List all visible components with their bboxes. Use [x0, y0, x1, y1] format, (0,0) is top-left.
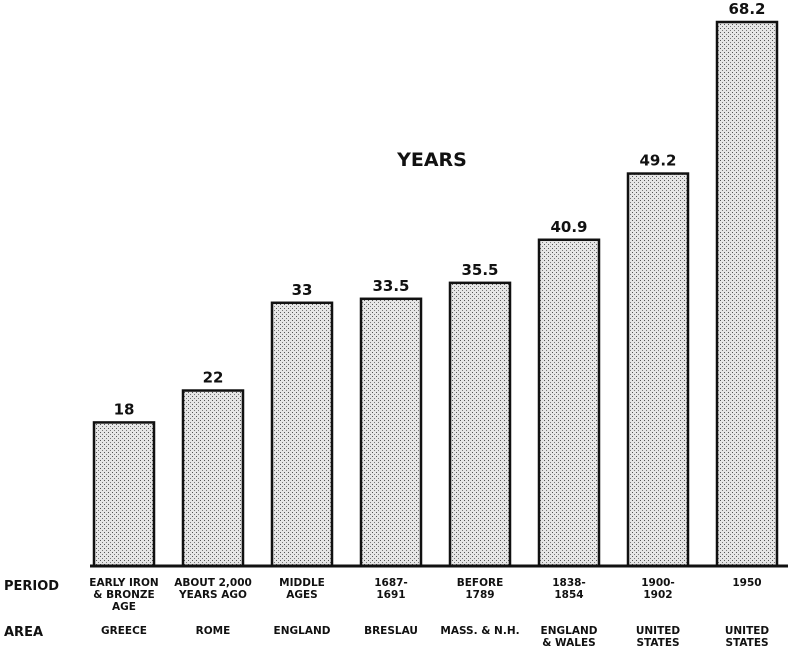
period-tick-label: ABOUT 2,000: [174, 577, 252, 589]
period-tick-label: YEARS AGO: [178, 589, 247, 601]
area-tick-label: ENGLAND: [274, 625, 331, 637]
area-tick-label: GREECE: [101, 625, 147, 637]
period-row-label: PERIOD: [4, 579, 59, 594]
bar: [626, 172, 690, 568]
bar-value-label: 33.5: [372, 277, 409, 295]
bar: [359, 297, 423, 568]
area-row-label: AREA: [4, 625, 43, 640]
bar: [181, 389, 245, 568]
period-tick-label: & BRONZE: [93, 589, 154, 601]
bar: [715, 20, 779, 568]
period-tick-label: 1691: [376, 589, 405, 601]
bar-value-label: 49.2: [639, 152, 676, 170]
bar-value-label: 18: [114, 400, 135, 418]
period-tick-label: 1902: [643, 589, 672, 601]
area-tick-label: UNITED: [725, 625, 770, 637]
bar-value-label: 40.9: [550, 218, 587, 236]
period-tick-label: MIDDLE: [279, 577, 325, 589]
bar-value-label: 22: [203, 369, 224, 387]
bar-value-label: 33: [292, 281, 313, 299]
area-tick-label: STATES: [725, 637, 768, 649]
area-tick-label: & WALES: [542, 637, 595, 649]
area-tick-label: MASS. & N.H.: [440, 625, 519, 637]
period-tick-label: 1838-: [552, 577, 586, 589]
period-tick-label: AGES: [286, 589, 317, 601]
period-tick-label: EARLY IRON: [89, 577, 158, 589]
area-tick-label: BRESLAU: [364, 625, 418, 637]
bar: [448, 281, 512, 568]
period-tick-label: 1789: [465, 589, 494, 601]
area-tick-label: STATES: [636, 637, 679, 649]
chart-title: YEARS: [396, 149, 467, 171]
area-tick-label: UNITED: [636, 625, 681, 637]
period-tick-label: BEFORE: [457, 577, 504, 589]
period-tick-label: 1687-: [374, 577, 408, 589]
period-tick-label: AGE: [112, 601, 136, 613]
area-tick-label: ENGLAND: [541, 625, 598, 637]
bar: [270, 301, 334, 568]
period-tick-label: 1950: [732, 577, 761, 589]
period-tick-label: 1854: [554, 589, 583, 601]
period-tick-label: 1900-: [641, 577, 675, 589]
bar: [537, 238, 601, 568]
bar-value-label: 68.2: [728, 0, 765, 18]
bar: [92, 421, 156, 568]
area-tick-label: ROME: [196, 625, 231, 637]
bar-value-label: 35.5: [461, 261, 498, 279]
